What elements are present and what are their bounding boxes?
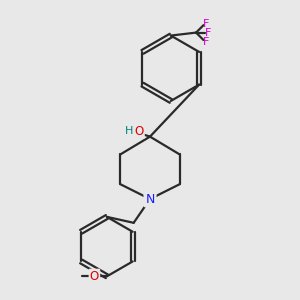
- Text: F: F: [202, 37, 209, 46]
- Text: F: F: [202, 19, 209, 29]
- Text: N: N: [145, 193, 155, 206]
- Text: O: O: [134, 125, 144, 138]
- Text: H: H: [124, 126, 133, 136]
- Text: F: F: [206, 28, 212, 38]
- Text: O: O: [90, 270, 99, 283]
